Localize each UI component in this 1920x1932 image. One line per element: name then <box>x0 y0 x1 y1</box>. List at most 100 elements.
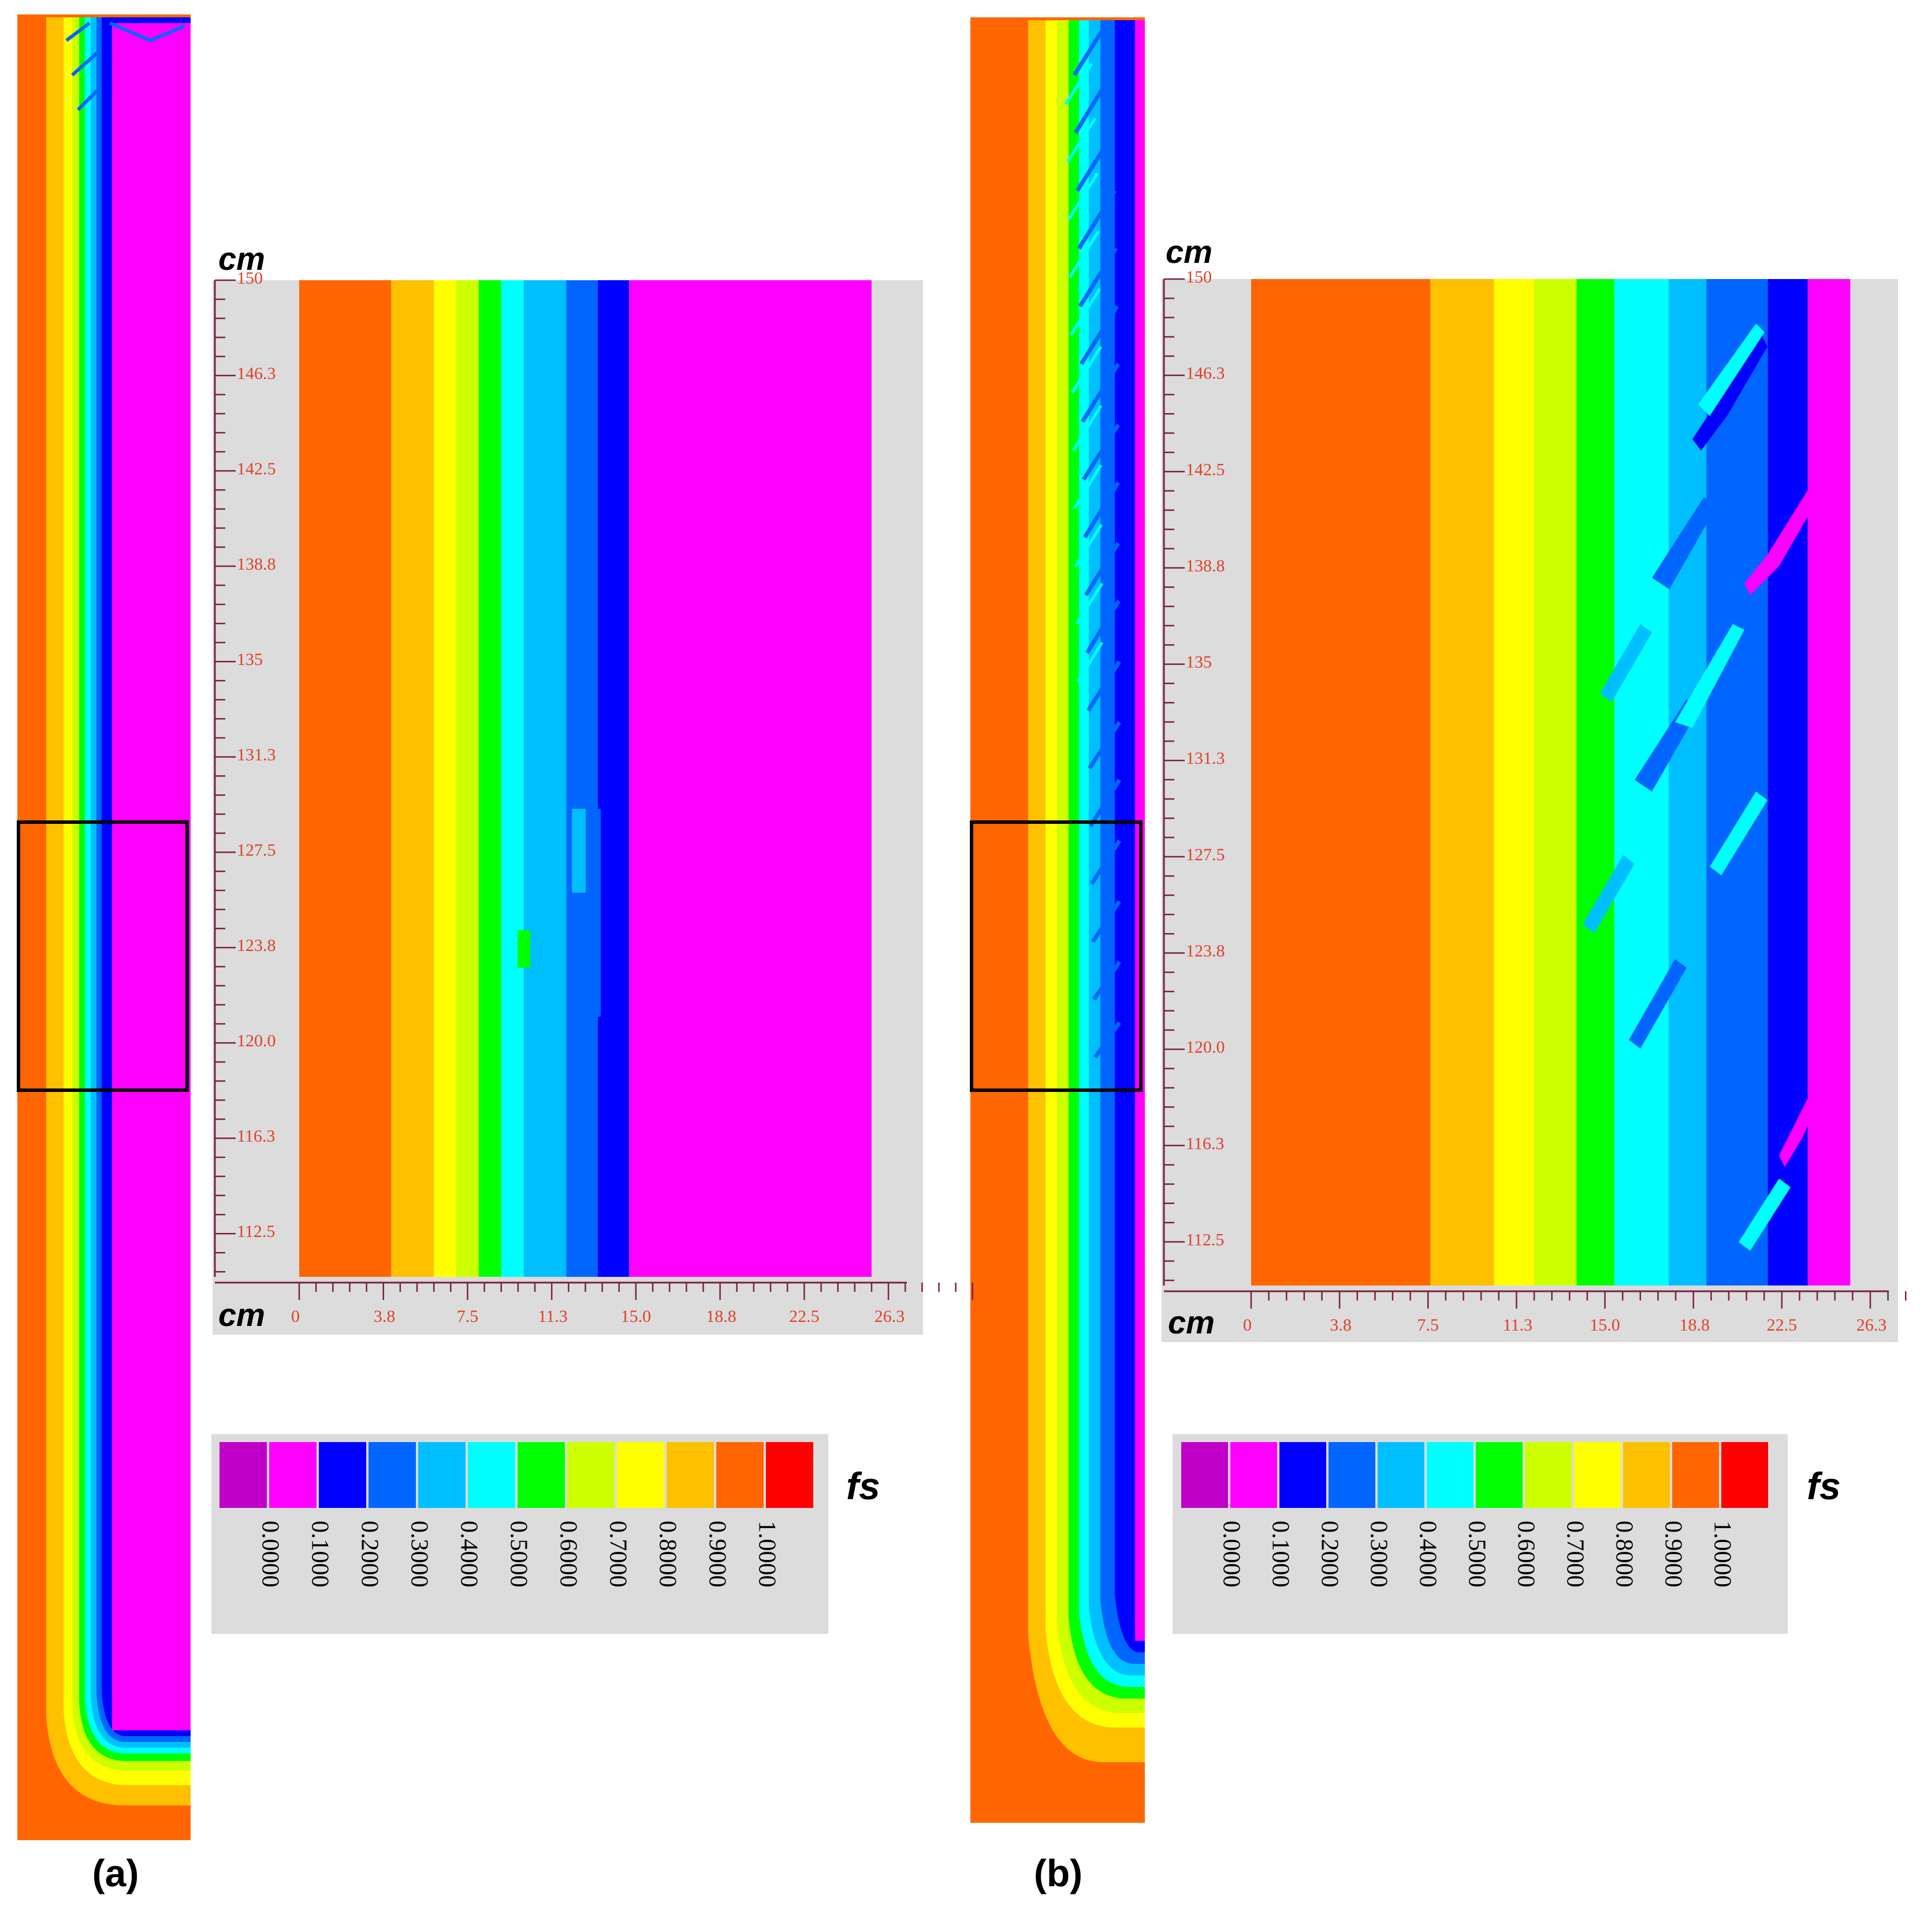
colorbar-swatch <box>518 1442 565 1508</box>
colorbar-swatch <box>766 1442 813 1508</box>
zoom-b-x-axis: 0 3.8 7.5 11.3 15.0 18.8 22.5 26.3 <box>1164 1290 1907 1335</box>
x-tick-label: 15.0 <box>621 1307 652 1326</box>
colorbar-label: 1.0000 <box>753 1521 780 1588</box>
zoom-a-bands <box>299 280 872 1277</box>
zoom-b-streak <box>1698 324 1765 416</box>
y-tick-label: 116.3 <box>1186 1134 1224 1153</box>
y-tick-label: 120.0 <box>237 1031 276 1050</box>
colorbar-swatch <box>1181 1442 1228 1508</box>
zoom-box-b <box>970 820 1143 1092</box>
zoom-b-streak <box>1629 959 1687 1049</box>
y-tick-label: 131.3 <box>237 745 276 764</box>
colorbar-swatch <box>1230 1442 1277 1508</box>
y-tick-label: 127.5 <box>237 841 276 860</box>
colorbar-label: 0.5000 <box>1463 1521 1490 1588</box>
zoom-b-x-unit: cm <box>1168 1304 1215 1340</box>
colorbar-label: 0.1000 <box>1267 1521 1293 1588</box>
colorbar-label: 0.6000 <box>555 1521 581 1588</box>
x-tick-label: 7.5 <box>1417 1316 1439 1335</box>
colorbar-swatch <box>1525 1442 1572 1508</box>
colorbar-swatch <box>667 1442 714 1508</box>
y-tick-label: 150 <box>237 269 263 288</box>
zoom-b-streak <box>1583 855 1635 933</box>
colorbar-label: 0.3000 <box>1365 1521 1391 1588</box>
colorbar-swatch <box>716 1442 764 1508</box>
y-tick-label: 127.5 <box>1186 845 1225 864</box>
y-tick-label: 138.8 <box>1186 556 1225 575</box>
zoom-b-y-unit: cm <box>1166 233 1212 270</box>
fs-band <box>1576 279 1614 1285</box>
colorbar-label: 0.8000 <box>654 1521 680 1588</box>
colorbar-label: 0.1000 <box>306 1521 333 1588</box>
colorbar-label: 0.9000 <box>704 1521 730 1588</box>
fs-band <box>391 280 434 1277</box>
y-tick-label: 123.8 <box>1186 942 1225 961</box>
x-tick-label: 22.5 <box>1767 1316 1798 1335</box>
colorbar-swatch <box>219 1442 267 1508</box>
colorbar-label: 1.0000 <box>1709 1521 1735 1588</box>
fs-band <box>1534 279 1577 1285</box>
panel-label-b: (b) <box>1034 1852 1082 1894</box>
y-tick-label: 131.3 <box>1186 749 1225 768</box>
panel-label-a: (a) <box>92 1852 139 1894</box>
zoom-a-contour-bump-green <box>518 930 530 968</box>
colorbar-swatch <box>319 1442 366 1508</box>
x-tick-label: 18.8 <box>706 1307 736 1326</box>
colorbar-label: 0.8000 <box>1610 1521 1637 1588</box>
fs-band <box>478 280 501 1277</box>
colorbar-swatch <box>1721 1442 1768 1508</box>
x-tick-label: 3.8 <box>374 1307 396 1326</box>
x-tick-label: 15.0 <box>1590 1316 1620 1335</box>
y-tick-label: 112.5 <box>237 1222 275 1241</box>
zoom-a-y-unit: cm <box>218 240 265 277</box>
colorbar-label: 0.0000 <box>1218 1521 1244 1588</box>
strip-a-contour-magenta <box>112 23 191 1730</box>
y-tick-label: 150 <box>1186 267 1212 287</box>
colorbar-label: 0.9000 <box>1659 1521 1686 1588</box>
colorbar-label: 0.2000 <box>1316 1521 1342 1588</box>
zoom-a-contour-bump-blue <box>589 809 601 1017</box>
x-tick-label: 0 <box>1243 1316 1252 1335</box>
x-tick-label: 18.8 <box>1679 1316 1710 1335</box>
colorbar-label: 0.4000 <box>455 1521 482 1588</box>
zoom-a-contour-bump <box>572 809 586 893</box>
y-tick-label: 135 <box>1186 653 1212 672</box>
fs-band <box>1430 279 1494 1285</box>
zoom-a-x-axis: 0 3.8 7.5 11.3 15.0 18.8 22.5 26.3 <box>215 1281 974 1326</box>
zoom-b-streak <box>1675 624 1744 728</box>
x-tick-label: 11.3 <box>538 1307 567 1326</box>
colorbar-label: 0.4000 <box>1414 1521 1441 1588</box>
fs-band <box>1251 279 1431 1285</box>
y-tick-label: 146.3 <box>1186 364 1225 383</box>
x-tick-label: 3.8 <box>1330 1316 1352 1335</box>
strip-a-top-features <box>65 21 186 112</box>
y-tick-label: 123.8 <box>237 936 276 955</box>
zoom-b-y-axis: 150 146.3 142.5 138.8 135 131.3 127.5 123.8 120.… <box>1163 267 1225 1285</box>
x-tick-label: 0 <box>291 1307 300 1326</box>
colorbar-label: 0.0000 <box>256 1521 283 1588</box>
colorbar-label: 0.2000 <box>356 1521 382 1588</box>
fs-band <box>597 280 630 1277</box>
zoom-b-streak <box>1744 439 1843 595</box>
colorbar-label: 0.7000 <box>604 1521 631 1588</box>
fs-band <box>1807 279 1851 1285</box>
colorbar-swatch <box>1476 1442 1523 1508</box>
zoom-b-streak <box>1710 792 1768 875</box>
y-tick-label: 142.5 <box>237 459 276 478</box>
strip-b-streaks-light <box>1064 62 1104 683</box>
zoom-b-streak <box>1779 1075 1825 1167</box>
colorbar-a-symbol: fs <box>846 1465 880 1507</box>
zoom-b-streak <box>1692 335 1768 451</box>
colorbar-swatch <box>1427 1442 1474 1508</box>
fs-band <box>501 280 524 1277</box>
colorbar-swatch <box>1279 1442 1326 1508</box>
y-tick-label: 146.3 <box>237 364 276 383</box>
x-tick-label: 26.3 <box>875 1307 905 1326</box>
fs-band <box>1494 279 1535 1285</box>
ingot-strip-a <box>17 14 191 1840</box>
colorbar-swatch <box>1623 1442 1670 1508</box>
y-tick-label: 135 <box>237 650 263 669</box>
zoom-b-streak <box>1652 497 1716 589</box>
y-tick-label: 116.3 <box>237 1127 275 1146</box>
